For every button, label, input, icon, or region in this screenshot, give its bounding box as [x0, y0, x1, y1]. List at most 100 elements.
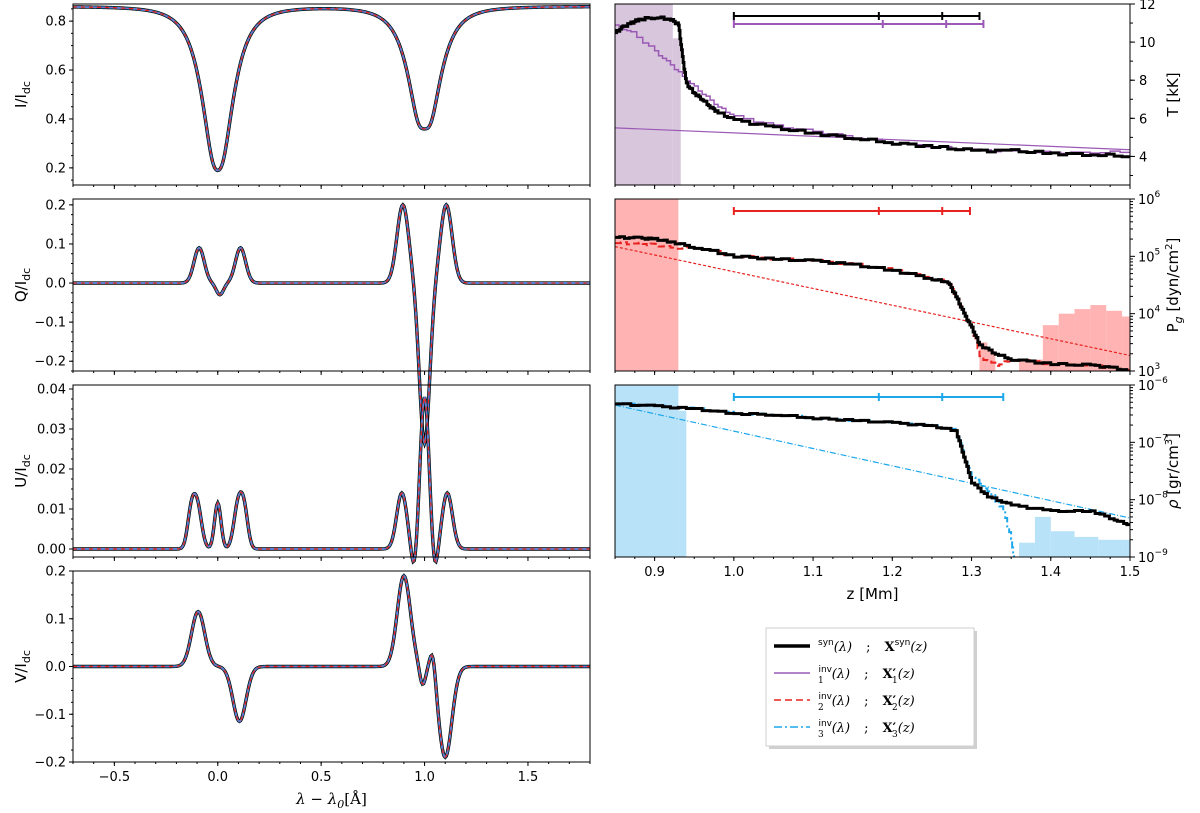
- inversion1-profile-line: [72, 6, 591, 171]
- legend-label: inv 2 (λ); X′2(z): [818, 692, 915, 713]
- y-tick-label: 0.1: [45, 612, 66, 627]
- y-tick-label: 0.2: [45, 565, 66, 580]
- inversion1-profile-line: [73, 396, 590, 563]
- y-tick-label: 0.0: [45, 660, 66, 675]
- x-tick-label: 1.1: [803, 565, 824, 580]
- y-tick-label: 0.02: [37, 463, 66, 478]
- panel-density: 0.9 1.0 1.1 1.2 1.3 1.4 1.510−9 10−8 10−7 10−6 ρ […: [614, 376, 1182, 603]
- axes-frame: [72, 198, 591, 372]
- y-tick-label: 10−6: [1138, 376, 1168, 394]
- y-tick-label: −0.2: [34, 355, 66, 370]
- legend: syn(λ); Xsyn(z) inv 1 (λ); X′1(z) inv 2 (λ); X′2(…: [765, 627, 977, 749]
- x-tick-label: 1.0: [414, 770, 435, 785]
- y-tick-label: 104: [1138, 305, 1161, 323]
- uncertainty-shade: [672, 38, 681, 185]
- uncertainty-histogram-bar: [1090, 305, 1107, 371]
- x-tick-label: 1.5: [1120, 565, 1141, 580]
- x-tick-label: 0.5: [311, 770, 332, 785]
- uncertainty-histogram-bar: [1050, 531, 1075, 557]
- x-tick-label: 1.5: [518, 770, 539, 785]
- axes-frame: [72, 3, 591, 186]
- y-tick-label: 0.01: [37, 503, 66, 518]
- y-tick-label: 12: [1139, 0, 1156, 13]
- inversion2-profile-line: [73, 203, 590, 446]
- legend-label: inv 1 (λ); X′1(z): [818, 665, 915, 686]
- x-axis-label: z [Mm]: [847, 585, 899, 603]
- y-axis-label: Q/Idc: [12, 268, 33, 302]
- uncertainty-histogram-bar: [1074, 536, 1099, 557]
- synthetic-pressure-line: [615, 235, 1130, 371]
- y-tick-label: 0.03: [37, 423, 66, 438]
- plot-area: [615, 199, 1130, 371]
- inversion2-smooth-line: [615, 245, 1130, 357]
- y-tick-label: 10: [1139, 36, 1156, 51]
- panel-pressure: 103 104 105 106 Pg [dyn/cm2]: [614, 190, 1185, 380]
- y-tick-label: 10−8: [1138, 491, 1168, 509]
- y-tick-label: −0.1: [34, 316, 66, 331]
- uncertainty-histogram-bar: [1034, 516, 1051, 557]
- panel-stokes-U: 0.00 0.01 0.02 0.03 0.04 U/Idc: [12, 383, 591, 565]
- x-tick-label: −0.5: [99, 770, 131, 785]
- x-tick-label: 0.0: [207, 770, 228, 785]
- uncertainty-shade: [678, 410, 687, 557]
- y-tick-label: 0.6: [45, 64, 66, 79]
- x-axis-label: λ − λ0[Å]: [295, 790, 367, 811]
- uncertainty-histogram-bar: [1019, 542, 1035, 557]
- axes-frame: [72, 384, 591, 558]
- uncertainty-histogram-bar: [1098, 539, 1123, 557]
- plot-area: [615, 4, 1130, 185]
- uncertainty-shade: [615, 385, 679, 557]
- y-axis-label: V/Idc: [12, 650, 33, 683]
- x-tick-label: 1.2: [882, 565, 903, 580]
- axes-frame: [614, 3, 1131, 186]
- uncertainty-histogram-bar: [1019, 359, 1043, 371]
- y-tick-label: 10−7: [1138, 433, 1168, 451]
- y-axis-label: ρ [gr/cm3]: [1164, 433, 1182, 509]
- synthetic-profile-line: [73, 396, 590, 565]
- synthetic-temperature-line: [615, 15, 1130, 159]
- plot-area: [615, 385, 1130, 557]
- synthetic-profile-line: [72, 5, 591, 173]
- uncertainty-histogram-bar: [1106, 310, 1123, 371]
- y-tick-label: 10−9: [1138, 548, 1168, 566]
- y-tick-label: 0.00: [37, 543, 66, 558]
- y-tick-label: 106: [1138, 190, 1161, 208]
- y-tick-label: 0.0: [45, 277, 66, 292]
- inversion3-profile-line: [73, 203, 590, 447]
- y-axis-label: U/Idc: [12, 454, 33, 488]
- uncertainty-histogram-bar: [1042, 325, 1059, 371]
- x-tick-label: 1.4: [1040, 565, 1061, 580]
- inversion2-profile-line: [73, 396, 590, 563]
- uncertainty-shade: [615, 199, 679, 371]
- y-tick-label: 4: [1139, 150, 1147, 165]
- y-tick-label: −0.2: [34, 756, 66, 771]
- panel-stokes-I: 0.2 0.4 0.6 0.8 I/Idc: [12, 3, 591, 189]
- y-tick-label: 0.2: [45, 161, 66, 176]
- inversion3-profile-line: [73, 396, 590, 564]
- inversion1-profile-line: [73, 204, 590, 445]
- y-tick-label: 103: [1138, 362, 1160, 380]
- y-tick-label: 0.1: [45, 237, 66, 252]
- y-tick-label: 0.04: [37, 383, 66, 398]
- x-tick-label: 1.0: [724, 565, 745, 580]
- inversion3-profile-line: [72, 5, 591, 172]
- y-tick-label: 105: [1138, 247, 1160, 265]
- y-tick-label: 6: [1139, 112, 1147, 127]
- y-tick-label: 8: [1139, 74, 1147, 89]
- uncertainty-histogram-bar: [1122, 539, 1130, 557]
- synthetic-density-line: [615, 402, 1130, 527]
- uncertainty-histogram-bar: [979, 342, 988, 371]
- y-axis-label: I/Idc: [12, 81, 33, 108]
- inversion2-profile-line: [72, 6, 591, 172]
- legend-label: inv 3 (λ); X′3(z): [818, 719, 915, 740]
- inversion2-profile-line: [73, 574, 590, 759]
- x-tick-label: 1.3: [961, 565, 982, 580]
- y-tick-label: −0.1: [34, 708, 66, 723]
- uncertainty-shade: [615, 4, 673, 185]
- uncertainty-histogram-bar: [1122, 316, 1130, 371]
- y-tick-label: 0.8: [45, 15, 66, 30]
- panel-stokes-Q: −0.2 −0.1 0.0 0.1 0.2 Q/Idc: [12, 198, 591, 449]
- y-axis-label: Pg [dyn/cm2]: [1164, 238, 1185, 333]
- y-tick-label: 0.2: [45, 198, 66, 213]
